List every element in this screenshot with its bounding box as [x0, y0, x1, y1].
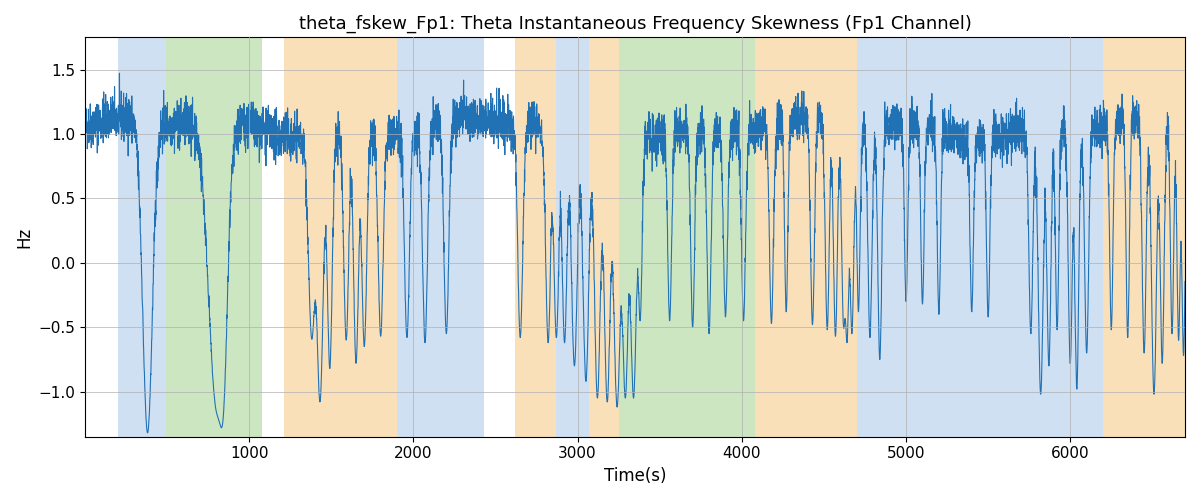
Bar	[283, 38, 397, 436]
Bar	[166, 38, 263, 436]
Bar	[515, 38, 557, 436]
Bar	[397, 38, 484, 436]
Y-axis label: Hz: Hz	[14, 226, 32, 248]
Bar	[1103, 38, 1186, 436]
Bar	[589, 38, 619, 436]
Bar	[755, 38, 857, 436]
Bar	[857, 38, 1103, 436]
Bar	[118, 38, 166, 436]
Title: theta_fskew_Fp1: Theta Instantaneous Frequency Skewness (Fp1 Channel): theta_fskew_Fp1: Theta Instantaneous Fre…	[299, 15, 972, 34]
X-axis label: Time(s): Time(s)	[604, 467, 666, 485]
Bar	[557, 38, 589, 436]
Bar	[619, 38, 755, 436]
